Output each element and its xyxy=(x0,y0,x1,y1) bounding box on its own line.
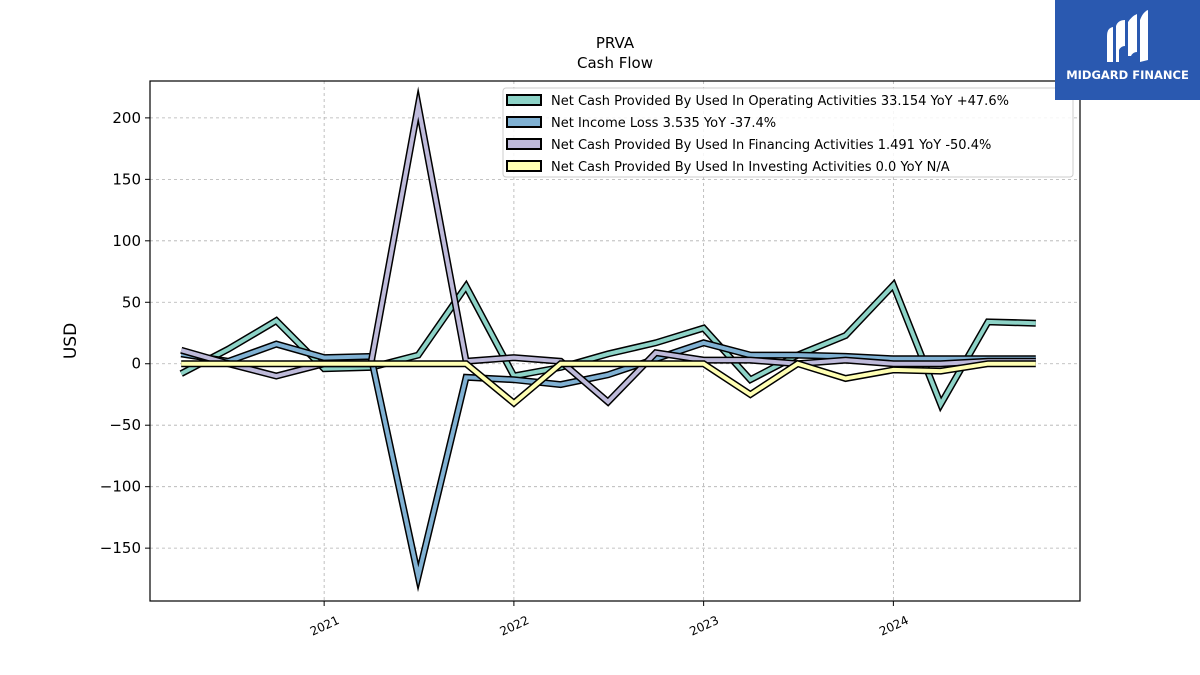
y-tick-label: 0 xyxy=(131,355,141,373)
y-tick-label: 100 xyxy=(112,232,141,250)
legend-label: Net Cash Provided By Used In Investing A… xyxy=(551,160,950,175)
y-tick-label: 150 xyxy=(112,170,141,188)
brand-logo: MIDGARD FINANCE xyxy=(1055,0,1200,100)
x-tick-label: 2023 xyxy=(687,613,721,639)
x-tick-label: 2022 xyxy=(498,613,532,639)
y-tick-label: 50 xyxy=(122,293,141,311)
legend-swatch xyxy=(506,116,542,128)
chart-subtitle: Cash Flow xyxy=(577,54,653,72)
series-line xyxy=(180,281,1036,409)
series-line xyxy=(180,340,1036,586)
plot-frame xyxy=(149,80,1081,602)
x-axis: 2021 2022 2023 2024 xyxy=(308,601,911,639)
series-line xyxy=(181,361,1036,406)
legend-swatch xyxy=(506,94,542,106)
legend-box xyxy=(502,87,1074,178)
legend-label: Net Income Loss 3.535 YoY -37.4% xyxy=(551,116,776,131)
y-tick-label: −150 xyxy=(100,539,141,557)
chart-title: PRVA xyxy=(596,34,635,52)
y-axis-label: USD xyxy=(61,323,81,359)
legend-swatch xyxy=(506,138,542,150)
y-axis: −150 −100 −50 0 50 100 150 200 xyxy=(100,109,150,557)
brand-mark-icon xyxy=(1107,10,1148,62)
legend: Net Cash Provided By Used In Operating A… xyxy=(502,87,1074,178)
series-line-outline xyxy=(180,339,1036,593)
series-line-outline xyxy=(179,278,1036,413)
x-tick-label: 2024 xyxy=(877,613,911,639)
y-tick-label: 200 xyxy=(112,109,141,127)
legend-label: Net Cash Provided By Used In Financing A… xyxy=(551,138,991,153)
legend-label: Net Cash Provided By Used In Operating A… xyxy=(551,94,1009,109)
y-tick-label: −100 xyxy=(100,478,141,496)
x-tick-label: 2021 xyxy=(308,613,342,639)
brand-name: MIDGARD FINANCE xyxy=(1066,68,1189,82)
y-tick-label: −50 xyxy=(109,416,141,434)
legend-swatch xyxy=(506,160,542,172)
series-lines xyxy=(179,86,1036,593)
